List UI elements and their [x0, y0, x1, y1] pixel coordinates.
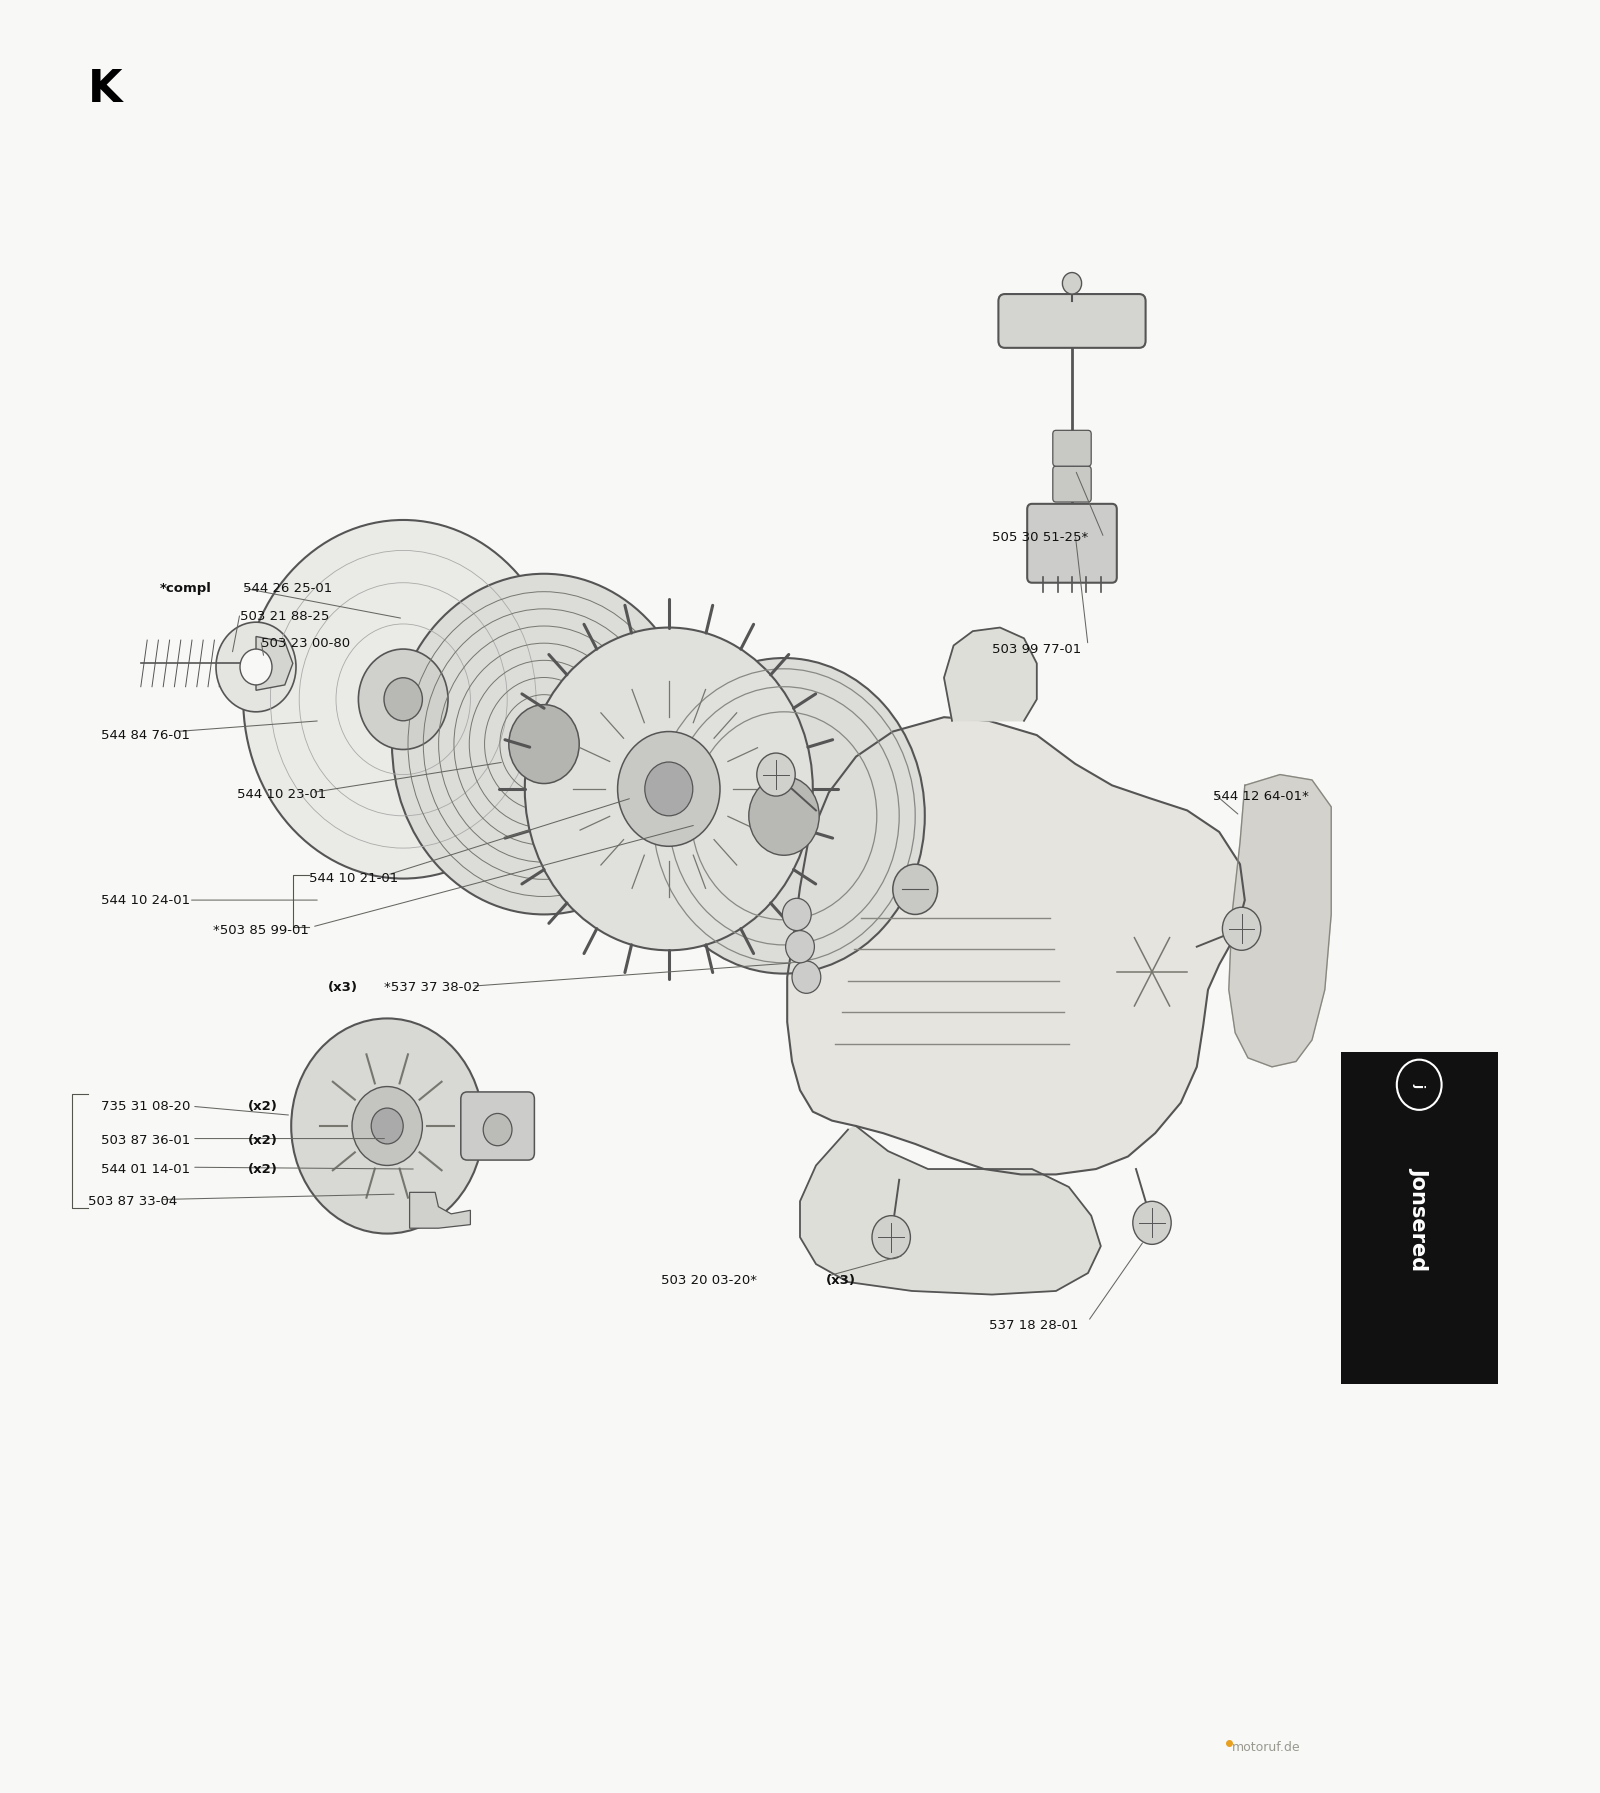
Text: Jonsered: Jonsered	[1410, 1167, 1429, 1269]
Text: 544 84 76-01: 544 84 76-01	[101, 728, 190, 742]
Text: 537 18 28-01: 537 18 28-01	[989, 1318, 1078, 1332]
Text: 503 87 36-01: 503 87 36-01	[101, 1133, 190, 1148]
Text: 503 87 33-04: 503 87 33-04	[88, 1194, 178, 1208]
Text: 735 31 08-20: 735 31 08-20	[101, 1099, 190, 1113]
Circle shape	[645, 762, 693, 816]
Circle shape	[352, 1087, 422, 1165]
Text: 544 10 21-01: 544 10 21-01	[309, 871, 398, 886]
Circle shape	[509, 705, 579, 784]
Text: 544 12 64-01*: 544 12 64-01*	[1213, 789, 1309, 803]
Text: 503 99 77-01: 503 99 77-01	[992, 642, 1082, 656]
Text: (x2): (x2)	[248, 1162, 278, 1176]
Text: 503 23 00-80: 503 23 00-80	[261, 637, 350, 651]
FancyBboxPatch shape	[998, 294, 1146, 348]
Text: 503 21 88-25: 503 21 88-25	[240, 610, 330, 624]
Text: *503 85 99-01: *503 85 99-01	[213, 923, 309, 938]
Circle shape	[749, 776, 819, 855]
Circle shape	[1222, 907, 1261, 950]
Polygon shape	[410, 1192, 470, 1228]
Circle shape	[643, 658, 925, 974]
Circle shape	[1062, 273, 1082, 294]
FancyBboxPatch shape	[1027, 504, 1117, 583]
Circle shape	[1397, 1060, 1442, 1110]
Text: K: K	[88, 68, 123, 111]
Circle shape	[893, 864, 938, 914]
Polygon shape	[800, 1126, 1101, 1295]
Text: *537 37 38-02: *537 37 38-02	[384, 981, 480, 995]
Circle shape	[792, 961, 821, 993]
FancyBboxPatch shape	[1053, 466, 1091, 502]
Text: (x3): (x3)	[826, 1273, 856, 1287]
Circle shape	[1133, 1201, 1171, 1244]
Polygon shape	[787, 717, 1245, 1174]
Circle shape	[240, 649, 272, 685]
Text: motoruf.de: motoruf.de	[1232, 1741, 1301, 1754]
Circle shape	[216, 622, 296, 712]
Text: 505 30 51-25*: 505 30 51-25*	[992, 531, 1088, 545]
Text: 544 10 23-01: 544 10 23-01	[237, 787, 326, 801]
Text: 503 20 03-20*: 503 20 03-20*	[661, 1273, 757, 1287]
FancyBboxPatch shape	[1053, 430, 1091, 466]
Text: (x2): (x2)	[248, 1099, 278, 1113]
Text: 544 01 14-01: 544 01 14-01	[101, 1162, 190, 1176]
Circle shape	[872, 1216, 910, 1259]
Polygon shape	[1229, 775, 1331, 1067]
Circle shape	[757, 753, 795, 796]
Text: 544 26 25-01: 544 26 25-01	[243, 581, 333, 595]
Circle shape	[483, 1113, 512, 1146]
Text: (x3): (x3)	[328, 981, 358, 995]
Circle shape	[291, 1018, 483, 1234]
Circle shape	[243, 520, 563, 879]
Circle shape	[384, 678, 422, 721]
Text: *compl: *compl	[160, 581, 211, 595]
FancyBboxPatch shape	[461, 1092, 534, 1160]
Circle shape	[782, 898, 811, 931]
Circle shape	[392, 574, 696, 914]
Circle shape	[358, 649, 448, 749]
Polygon shape	[944, 628, 1037, 721]
Circle shape	[525, 628, 813, 950]
Text: (x2): (x2)	[248, 1133, 278, 1148]
Circle shape	[371, 1108, 403, 1144]
Text: j: j	[1413, 1083, 1426, 1087]
Polygon shape	[256, 637, 293, 690]
Circle shape	[786, 931, 814, 963]
Circle shape	[618, 732, 720, 846]
Text: 544 10 24-01: 544 10 24-01	[101, 893, 190, 907]
Bar	[1341, 1052, 1498, 1384]
